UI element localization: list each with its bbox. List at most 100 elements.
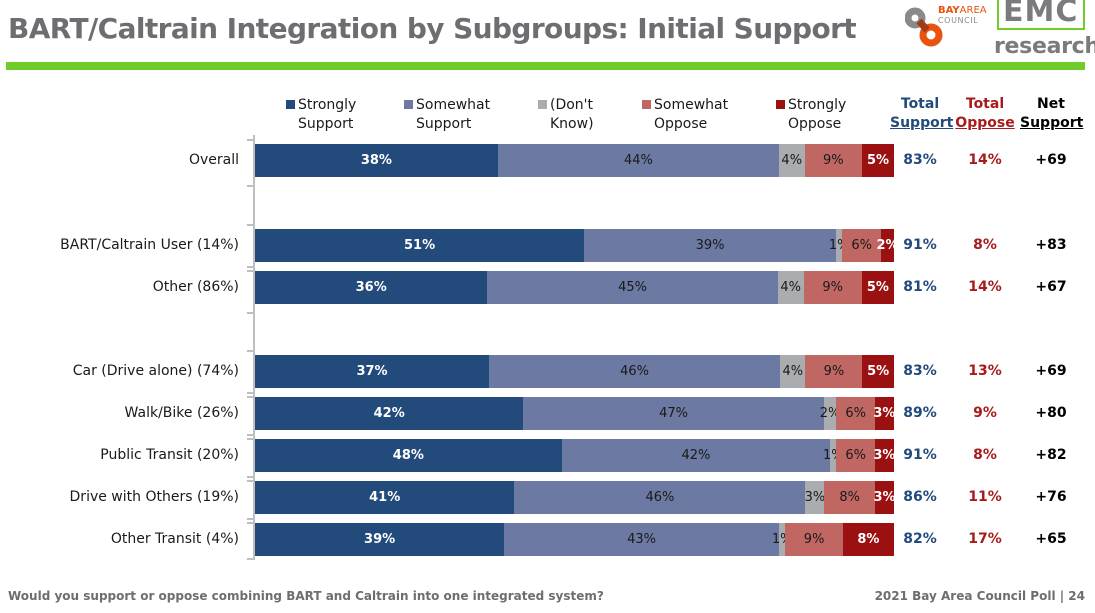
axis-tick [247,185,254,187]
title-divider [6,62,1085,70]
legend-label: Oppose [788,116,842,132]
axis-tick [247,480,254,482]
data-label: 8% [857,532,880,547]
axis-tick [247,476,254,478]
axis-tick [247,224,254,226]
category-label: Drive with Others (19%) [69,488,239,505]
data-label: 6% [845,448,866,463]
bar-segment-somewhat-support: 42% [561,439,831,472]
bar-segment-strongly-support: 39% [255,523,505,556]
net-support-value: +83 [1035,236,1067,253]
data-label: 5% [866,280,889,295]
emc-research-logo: research [994,34,1095,59]
legend-label: Strongly [788,97,847,113]
legend-label: Know) [550,116,594,132]
bar-segment-somewhat-support: 47% [523,397,824,430]
legend-swatch [404,100,413,109]
data-label: 39% [695,238,725,253]
logo-area: AREA [959,5,987,16]
bar-segment-somewhat-oppose: 6% [836,439,875,472]
category-label: Walk/Bike (26%) [124,404,239,421]
total-oppose-head-2: Oppose [955,115,1015,131]
total-support-value: 91% [903,446,937,463]
total-support-head-2: Support [890,115,954,131]
bar-segment-strongly-support: 36% [255,271,488,304]
bar-row: 48% 42% 1% 6% 3% [255,439,896,472]
total-support-value: 86% [903,488,937,505]
data-label: 8% [839,490,860,505]
data-label: 36% [355,280,387,295]
legend-item-strongly-support: Strongly Support [286,96,357,134]
bar-segment-somewhat-support: 39% [584,229,836,262]
axis-tick [247,522,254,524]
legend-label: Strongly [298,97,357,113]
axis-tick [247,392,254,394]
data-label: 3% [873,406,896,421]
data-label: 46% [645,490,675,505]
total-oppose-value: 9% [973,404,997,421]
data-label: 5% [867,364,890,379]
data-label: 3% [804,490,826,505]
net-support-value: +76 [1035,488,1067,505]
total-oppose-value: 14% [968,278,1002,295]
total-oppose-value: 17% [968,530,1002,547]
data-label: 46% [620,364,650,379]
axis-tick [247,518,254,520]
bar-row: 37% 46% 4% 9% 5% [255,355,894,388]
bar-segment-somewhat-oppose: 6% [836,397,875,430]
legend-swatch [286,100,295,109]
bar-row: 36% 45% 4% 9% 5% [255,271,894,304]
bar-row: 42% 47% 2% 6% 3% [255,397,896,430]
total-oppose-value: 8% [973,236,997,253]
total-oppose-value: 11% [968,488,1002,505]
bar-segment-somewhat-support: 43% [504,523,779,556]
data-label: 44% [623,153,653,168]
data-label: 4% [781,153,803,168]
bar-segment-strongly-oppose: 3% [873,397,896,430]
bar-segment-somewhat-support: 46% [489,355,781,388]
net-support-value: +69 [1035,151,1067,168]
logo-bay: BAY [938,5,960,16]
bar-segment-strongly-support: 41% [255,481,515,514]
bay-area-council-wordmark: BAYAREA COUNCIL [938,6,987,26]
legend-item-somewhat-support: Somewhat Support [404,96,490,134]
bar-segment-somewhat-support: 45% [487,271,778,304]
data-label: 2% [819,406,841,421]
legend-item-somewhat-oppose: Somewhat Oppose [642,96,729,134]
data-label: 43% [627,532,657,547]
net-support-head-1: Net [1037,96,1065,112]
net-support-value: +67 [1035,278,1067,295]
category-label: Other Transit (4%) [110,530,239,547]
net-support-head-2: Support [1020,115,1084,131]
data-label: 5% [866,153,890,168]
data-label: 38% [360,153,392,168]
axis-tick [247,350,254,352]
bar-row: 51% 39% 1% 6% 2% [255,229,899,262]
bar-segment-somewhat-support: 44% [497,144,779,177]
bar-segment-strongly-oppose: 5% [862,355,894,388]
axis-tick [247,396,254,398]
bar-segment-strongly-oppose: 3% [873,481,896,514]
legend-label: Somewhat [654,97,729,113]
bar-segment-somewhat-oppose: 9% [805,355,863,388]
bar-segment-dont-know: 4% [778,144,805,177]
net-support-value: +69 [1035,362,1067,379]
total-support-value: 83% [903,151,937,168]
data-label: 9% [823,364,845,379]
data-label: 45% [618,280,648,295]
total-support-value: 81% [903,278,937,295]
category-label: Overall [188,151,239,168]
axis-tick [247,139,254,141]
bar-segment-strongly-support: 38% [255,144,498,177]
bar-segment-strongly-support: 48% [255,439,562,472]
bar-segment-somewhat-oppose: 9% [785,523,843,556]
legend-label: (Don't [550,97,594,113]
emc-logo: EMC [1003,0,1079,29]
bar-segment-strongly-support: 37% [255,355,490,388]
data-label: 4% [782,364,804,379]
legend-label: Support [416,116,472,132]
bar-segment-strongly-support: 51% [255,229,585,262]
bar-segment-strongly-support: 42% [255,397,524,430]
data-label: 3% [873,448,896,463]
category-axis [253,135,255,560]
